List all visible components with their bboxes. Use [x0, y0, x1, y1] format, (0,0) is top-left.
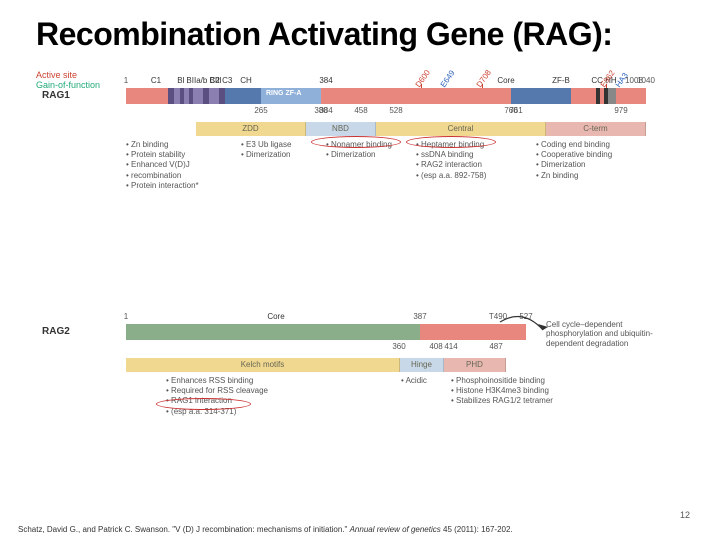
rag1-label: RAG1	[40, 90, 72, 101]
citation-post: 45 (2011): 167-202.	[441, 525, 513, 534]
rag1-top-label: 384	[319, 76, 332, 85]
rag1-track: RING ZF-A	[126, 88, 646, 104]
rag1-domain-row: ZDDNBDCentralC-term	[196, 122, 646, 136]
bullet-item: recombination	[126, 171, 199, 181]
rag1-segment	[126, 88, 168, 104]
rag1-top-label: C1	[151, 76, 161, 85]
page-title: Recombination Activating Gene (RAG):	[36, 18, 684, 52]
bullet-item: E3 Ub ligase	[241, 140, 291, 150]
position-number: 1	[124, 76, 128, 85]
legend-left: Active site Gain-of-function	[36, 70, 100, 92]
bullet-item: Protein stability	[126, 150, 199, 160]
rag2-top-label: 1	[124, 312, 128, 321]
position-number: 360	[392, 342, 405, 351]
bullet-item: (esp a.a. 892-758)	[416, 171, 486, 181]
circle-nonamer	[311, 136, 401, 148]
citation: Schatz, David G., and Patrick C. Swanson…	[18, 525, 708, 534]
bullet-item: Acidic	[401, 376, 427, 386]
bullet-item: Dimerization	[241, 150, 291, 160]
circle-heptamer	[406, 136, 496, 148]
rag1-top-label: CH	[240, 76, 252, 85]
rag1-segment	[225, 88, 261, 104]
bullet-item: Cooperative binding	[536, 150, 612, 160]
rag1-segment	[209, 88, 219, 104]
cell-cycle-text: Cell cycle–dependent phosphorylation and…	[546, 320, 666, 349]
bullet-item: Stabilizes RAG1/2 tetramer	[451, 396, 553, 406]
mutation-red: D708	[475, 68, 493, 89]
rag2-domain: Kelch motifs	[126, 358, 400, 372]
position-number: 265	[254, 106, 267, 115]
rag2-segment	[126, 324, 420, 340]
position-number: 458	[354, 106, 367, 115]
rag1-top-label: Core	[497, 76, 514, 85]
bullet-item: ssDNA binding	[416, 150, 486, 160]
rag1-segment	[608, 88, 616, 104]
rag1-domain: Central	[376, 122, 546, 136]
bullet-item: Dimerization	[326, 150, 392, 160]
tick	[421, 84, 422, 88]
position-number: 1040	[637, 76, 655, 85]
bullet-item: Zn binding	[536, 171, 612, 181]
bullet-item: Protein interaction*	[126, 181, 199, 191]
page-number: 12	[680, 510, 690, 520]
rag2-domain: PHD	[444, 358, 506, 372]
rag1-segment	[571, 88, 596, 104]
mutation-blue: E649	[439, 68, 457, 88]
bullet-col: Zn bindingProtein stabilityEnhanced V(D)…	[126, 140, 199, 192]
rag2-domain: Hinge	[400, 358, 444, 372]
position-number: 528	[389, 106, 402, 115]
position-number: 384	[319, 106, 332, 115]
rag1-segment	[511, 88, 571, 104]
rag2-domain-row: Kelch motifsHingePHD	[126, 358, 506, 372]
bullet-item: Dimerization	[536, 160, 612, 170]
position-number: 408	[429, 342, 442, 351]
bullet-col: Enhances RSS bindingRequired for RSS cle…	[166, 376, 268, 418]
rag2-top-label: 387	[413, 312, 426, 321]
diagram: Active site Gain-of-function RAG1 RING Z…	[36, 62, 676, 442]
citation-pre: Schatz, David G., and Patrick C. Swanson…	[18, 525, 350, 534]
rag1-segment	[321, 88, 511, 104]
circle-rag1-interaction	[156, 398, 251, 410]
position-number: 487	[489, 342, 502, 351]
rag1-segment	[616, 88, 646, 104]
active-site-label: Active site	[36, 70, 100, 81]
citation-italic: Annual review of genetics	[350, 525, 441, 534]
rag1-domain: NBD	[306, 122, 376, 136]
ring-zfa-label: RING ZF-A	[266, 90, 301, 97]
position-number: 979	[614, 106, 627, 115]
bullet-item: RAG2 interaction	[416, 160, 486, 170]
bullet-item: Zn binding	[126, 140, 199, 150]
bullet-item: Enhanced V(D)J	[126, 160, 199, 170]
position-number: 414	[444, 342, 457, 351]
rag1-domain: C-term	[546, 122, 646, 136]
position-number: 761	[509, 106, 522, 115]
bullet-col: Phosphoinositide bindingHistone H3K4me3 …	[451, 376, 553, 407]
tick	[482, 84, 483, 88]
bullet-item: Histone H3K4me3 binding	[451, 386, 553, 396]
bullet-col: Coding end bindingCooperative bindingDim…	[536, 140, 612, 182]
rag1-domain: ZDD	[196, 122, 306, 136]
rag2-track	[126, 324, 526, 340]
bullet-item: Phosphoinositide binding	[451, 376, 553, 386]
rag1-top-label: BI	[177, 76, 185, 85]
rag1-top-label: ZF-B	[552, 76, 570, 85]
rag1-top-label: C2 C3	[210, 76, 233, 85]
rag2-label: RAG2	[40, 326, 72, 337]
rag2-top-label: Core	[267, 312, 284, 321]
bullet-col: E3 Ub ligaseDimerization	[241, 140, 291, 161]
bullet-item: Required for RSS cleavage	[166, 386, 268, 396]
tick	[606, 84, 607, 88]
bullet-item: Enhances RSS binding	[166, 376, 268, 386]
mutation-red: D600	[414, 68, 432, 89]
rag1-segment	[193, 88, 203, 104]
bullet-item: Coding end binding	[536, 140, 612, 150]
bullet-col: Acidic	[401, 376, 427, 386]
